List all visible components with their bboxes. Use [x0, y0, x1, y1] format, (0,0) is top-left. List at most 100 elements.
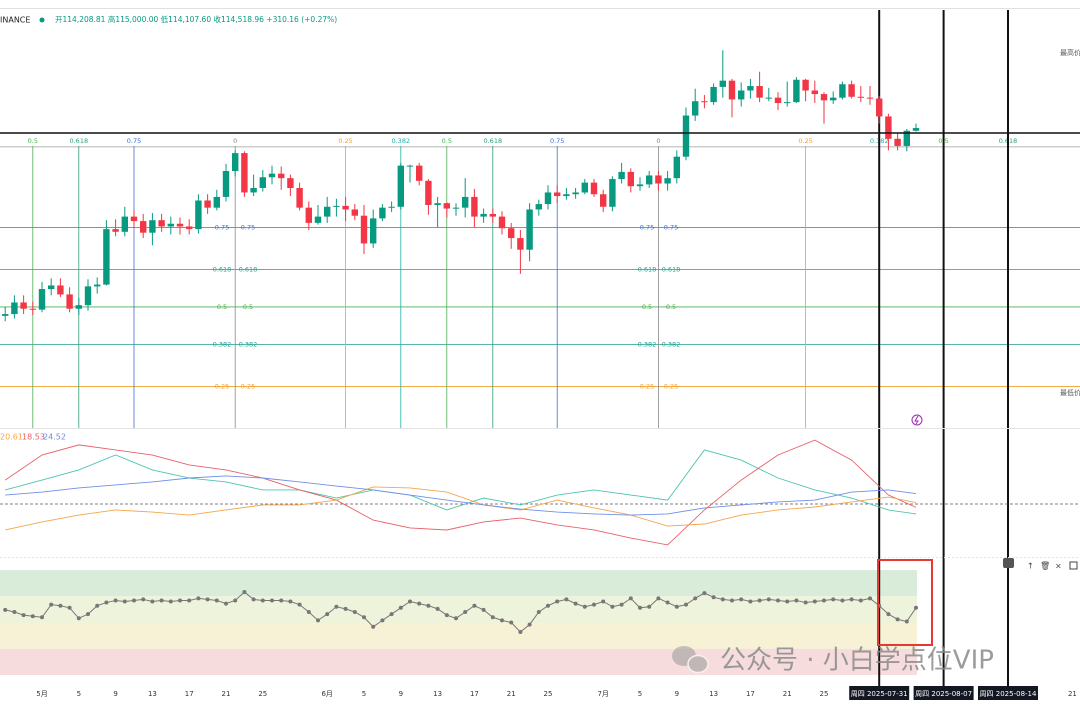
fib-time-label: 0.382	[391, 137, 410, 145]
oscillator-point	[187, 598, 192, 603]
x-tick-label: 6月	[321, 690, 332, 698]
fib-time-label: 0.75	[127, 137, 141, 145]
x-tick-label: 5	[638, 690, 642, 698]
x-tick-label: 9	[113, 690, 117, 698]
band	[0, 622, 917, 649]
candle-body	[379, 207, 386, 219]
oscillator-point	[352, 610, 357, 614]
candle-body	[802, 79, 809, 91]
candle-body	[305, 207, 312, 223]
watermark: 公众号 · 小白学点位VIP	[720, 646, 994, 676]
oscillator-point	[21, 613, 26, 618]
oscillator-point	[40, 615, 44, 620]
candle-body	[719, 80, 726, 87]
indicator-line	[5, 475, 917, 516]
candle-body	[866, 97, 874, 99]
fib-time-label: 0.618	[69, 137, 88, 145]
indicator-value: 24.52	[43, 433, 66, 442]
candle-body	[314, 216, 322, 223]
oscillator-point	[573, 601, 578, 606]
oscillator-point	[527, 622, 532, 627]
event-icon[interactable]	[911, 414, 923, 426]
oscillator-point	[693, 596, 698, 601]
candle-body	[278, 173, 285, 179]
x-tick-label: 13	[433, 690, 442, 698]
indicator-line	[4, 439, 917, 546]
oscillator-point	[426, 603, 431, 608]
pane-button[interactable]	[1003, 558, 1014, 568]
candle-body	[885, 116, 892, 139]
x-tick-label: 9	[399, 690, 403, 698]
candle-body	[774, 97, 782, 104]
candle-body	[535, 204, 542, 210]
x-tick-label: 周四 2025-08-14	[980, 690, 1037, 698]
candle-body	[140, 221, 147, 233]
pane-button[interactable]: 🗑	[1040, 562, 1050, 571]
candle-body	[600, 194, 607, 207]
high-price-label: 最高价	[1060, 48, 1080, 57]
candle-body	[544, 192, 552, 205]
oscillator-point	[509, 620, 514, 625]
candle-body	[75, 305, 82, 309]
fib-time-label: 0.5	[442, 137, 452, 145]
candle-body	[876, 98, 883, 117]
candle-body	[609, 179, 616, 207]
fib-level-label: 0.382	[662, 341, 681, 349]
oscillator-point	[224, 601, 228, 606]
fib-level-label: 0.382	[239, 341, 258, 349]
x-tick-label: 5	[362, 690, 366, 698]
candle-body	[452, 207, 460, 209]
candle-body	[241, 153, 248, 193]
candle-body	[462, 196, 469, 208]
event-icon-bolt	[914, 415, 919, 425]
oscillator-point	[76, 616, 81, 621]
fib-time-label: 0.618	[483, 137, 502, 145]
oscillator-point	[132, 598, 136, 603]
oscillator-point	[914, 605, 918, 610]
candle-body	[94, 284, 101, 287]
oscillator-point	[205, 597, 210, 602]
candle-body	[848, 84, 855, 97]
oscillator-point	[656, 596, 661, 601]
candle-body	[692, 101, 699, 116]
candle-body	[11, 302, 18, 315]
candle-body	[232, 153, 239, 171]
fib-layer: 0.75 0.75 0.75 0.75 0.618 0.618 0.618 0.618 0.5 0…	[0, 10, 1080, 686]
candle-body	[342, 205, 349, 210]
oscillator-point	[748, 599, 753, 604]
candle-body	[296, 187, 303, 208]
date-box	[913, 686, 974, 700]
date-box	[849, 686, 910, 700]
candle-body	[728, 80, 736, 100]
candle-body	[195, 200, 202, 230]
oscillator-point	[822, 598, 826, 603]
candle-body	[655, 175, 662, 184]
fib-level-label: 0.618	[213, 265, 232, 273]
oscillator-point	[371, 624, 376, 629]
oscillator-point	[297, 602, 302, 607]
oscillator-point	[711, 595, 716, 600]
fib-level-label: 0.382	[213, 341, 232, 349]
ohlc-quote: 开114,208.81 高115,000.00 低114,107.60 收114…	[55, 14, 337, 24]
candle-body	[756, 86, 763, 98]
oscillator-point	[444, 613, 449, 618]
pane-button[interactable]: ×	[1055, 562, 1062, 571]
candle-body	[710, 86, 717, 103]
candle-body	[903, 130, 910, 146]
candle-body	[912, 128, 920, 131]
candle-body	[213, 196, 220, 208]
oscillator-point	[380, 618, 385, 623]
pane-button[interactable]: ↑	[1027, 562, 1034, 571]
candle-body	[581, 182, 588, 193]
candle-body	[517, 238, 524, 250]
oscillator-point	[67, 605, 72, 610]
pane-button[interactable]	[1069, 561, 1078, 570]
oscillator-point	[389, 612, 394, 617]
fib-time-label: 0.5	[28, 137, 38, 145]
candle-body	[48, 285, 55, 290]
oscillator-point	[334, 604, 339, 609]
candle-body	[425, 180, 432, 205]
oscillator-point	[49, 602, 54, 607]
oscillator-point	[472, 603, 477, 608]
